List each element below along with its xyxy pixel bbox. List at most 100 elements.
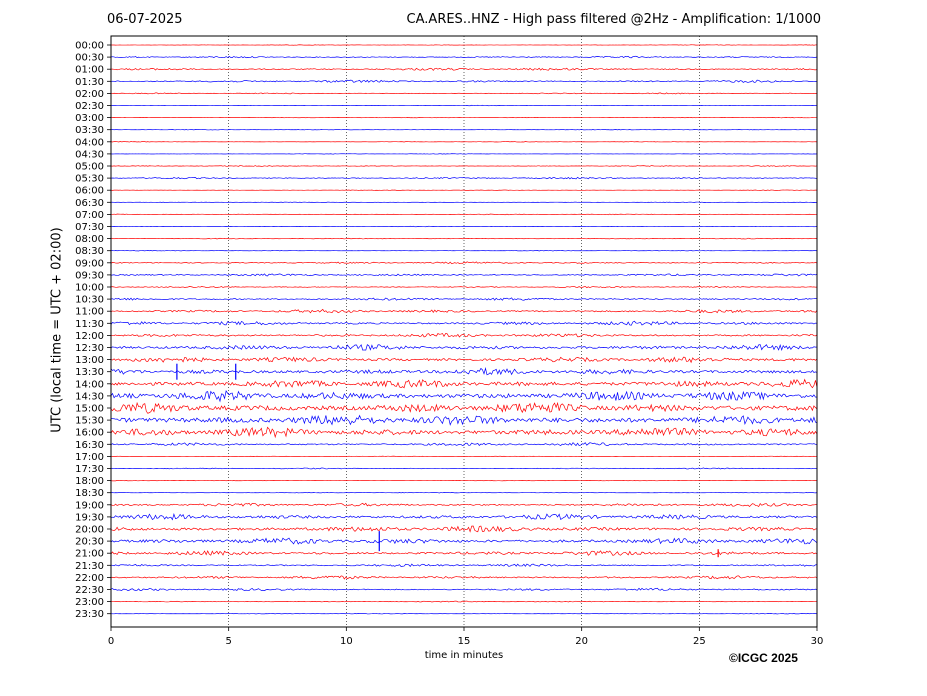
y-tick-label: 15:30 bbox=[75, 416, 104, 427]
trace-1530 bbox=[110, 414, 818, 426]
x-tick-label: 30 bbox=[811, 636, 824, 647]
y-tick-label: 10:30 bbox=[75, 295, 104, 306]
trace-1700 bbox=[110, 455, 818, 458]
y-tick-label: 00:00 bbox=[75, 41, 104, 52]
x-tick-label: 5 bbox=[225, 636, 231, 647]
y-tick-label: 08:30 bbox=[75, 246, 104, 257]
trace-2330 bbox=[110, 613, 818, 615]
y-tick-label: 17:00 bbox=[75, 452, 104, 463]
y-axis-ticks: 00:0000:3001:0001:3002:0002:3003:0003:30… bbox=[75, 41, 111, 620]
trace-1030 bbox=[110, 297, 818, 301]
y-tick-label: 07:30 bbox=[75, 222, 104, 233]
seismic-traces bbox=[110, 44, 818, 615]
y-tick-label: 20:00 bbox=[75, 525, 104, 536]
date-label: 06-07-2025 bbox=[107, 12, 183, 27]
x-tick-label: 0 bbox=[108, 636, 114, 647]
y-tick-label: 05:00 bbox=[75, 162, 104, 173]
y-tick-label: 11:00 bbox=[75, 307, 104, 318]
y-tick-label: 22:30 bbox=[75, 585, 104, 596]
y-tick-label: 02:00 bbox=[75, 89, 104, 100]
trace-1200 bbox=[110, 333, 818, 338]
x-axis-ticks: 0 5 10 15 20 25 30 bbox=[108, 627, 824, 647]
y-tick-label: 09:30 bbox=[75, 270, 104, 281]
trace-0300 bbox=[110, 116, 818, 119]
trace-1400 bbox=[110, 378, 818, 389]
trace-0330 bbox=[110, 129, 818, 131]
trace-0000 bbox=[110, 44, 818, 46]
y-tick-label: 05:30 bbox=[75, 174, 104, 185]
trace-1230 bbox=[110, 343, 818, 352]
trace-2000 bbox=[110, 525, 818, 533]
chart-title: CA.ARES..HNZ - High pass filtered @2Hz -… bbox=[406, 12, 821, 27]
trace-0700 bbox=[110, 213, 818, 216]
trace-2030 bbox=[110, 537, 818, 545]
trace-0230 bbox=[110, 104, 818, 107]
y-tick-label: 13:00 bbox=[75, 355, 104, 366]
y-tick-label: 23:00 bbox=[75, 597, 104, 608]
y-tick-label: 00:30 bbox=[75, 53, 104, 64]
y-tick-label: 17:30 bbox=[75, 464, 104, 475]
trace-1930 bbox=[110, 512, 818, 521]
trace-1900 bbox=[110, 502, 818, 508]
trace-0730 bbox=[110, 225, 818, 228]
plot-frame bbox=[110, 35, 818, 628]
x-tick-label: 10 bbox=[340, 636, 353, 647]
trace-1800 bbox=[110, 479, 818, 482]
trace-1300 bbox=[110, 356, 818, 364]
trace-1600 bbox=[110, 426, 818, 439]
copyright-label: ©ICGC 2025 bbox=[729, 651, 798, 665]
y-tick-label: 23:30 bbox=[75, 609, 104, 620]
y-tick-label: 15:00 bbox=[75, 404, 104, 415]
x-axis-label: time in minutes bbox=[424, 650, 504, 661]
trace-2230 bbox=[110, 587, 818, 591]
y-tick-label: 01:00 bbox=[75, 65, 104, 76]
y-tick-label: 13:30 bbox=[75, 367, 104, 378]
y-tick-label: 08:00 bbox=[75, 234, 104, 245]
trace-2200 bbox=[110, 575, 818, 580]
trace-1500 bbox=[110, 401, 818, 414]
y-tick-label: 03:30 bbox=[75, 125, 104, 136]
y-tick-label: 18:00 bbox=[75, 476, 104, 487]
grid-lines bbox=[228, 36, 700, 627]
y-tick-label: 03:00 bbox=[75, 113, 104, 124]
trace-0900 bbox=[110, 261, 818, 265]
trace-0130 bbox=[110, 79, 818, 83]
trace-2300 bbox=[110, 600, 818, 603]
y-tick-label: 02:30 bbox=[75, 101, 104, 112]
trace-0830 bbox=[110, 250, 818, 252]
trace-0530 bbox=[110, 176, 818, 180]
y-tick-label: 19:00 bbox=[75, 500, 104, 511]
trace-0800 bbox=[110, 237, 818, 240]
y-tick-label: 16:00 bbox=[75, 428, 104, 439]
trace-0630 bbox=[110, 201, 818, 203]
trace-0930 bbox=[110, 273, 818, 277]
y-tick-label: 04:30 bbox=[75, 149, 104, 160]
y-tick-label: 12:00 bbox=[75, 331, 104, 342]
x-tick-label: 15 bbox=[458, 636, 471, 647]
trace-1330 bbox=[110, 367, 818, 376]
x-tick-label: 25 bbox=[693, 636, 706, 647]
y-tick-label: 01:30 bbox=[75, 77, 104, 88]
y-tick-label: 09:00 bbox=[75, 258, 104, 269]
y-tick-label: 14:00 bbox=[75, 379, 104, 390]
trace-1730 bbox=[110, 467, 818, 470]
y-tick-label: 11:30 bbox=[75, 319, 104, 330]
trace-0200 bbox=[110, 92, 818, 95]
trace-1830 bbox=[110, 492, 818, 494]
x-tick-label: 20 bbox=[575, 636, 588, 647]
y-tick-label: 06:00 bbox=[75, 186, 104, 197]
trace-1630 bbox=[110, 442, 818, 447]
y-tick-label: 21:30 bbox=[75, 561, 104, 572]
y-tick-label: 20:30 bbox=[75, 537, 104, 548]
trace-2100 bbox=[110, 550, 818, 556]
trace-0030 bbox=[110, 55, 818, 59]
y-tick-label: 04:00 bbox=[75, 137, 104, 148]
y-tick-label: 14:30 bbox=[75, 391, 104, 402]
y-tick-label: 18:30 bbox=[75, 488, 104, 499]
trace-1430 bbox=[110, 390, 818, 403]
y-tick-label: 21:00 bbox=[75, 549, 104, 560]
y-tick-label: 12:30 bbox=[75, 343, 104, 354]
trace-0500 bbox=[110, 165, 818, 167]
trace-2130 bbox=[110, 563, 818, 567]
